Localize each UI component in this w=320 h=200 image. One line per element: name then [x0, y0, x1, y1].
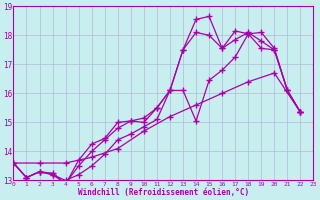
X-axis label: Windchill (Refroidissement éolien,°C): Windchill (Refroidissement éolien,°C) [78, 188, 249, 197]
